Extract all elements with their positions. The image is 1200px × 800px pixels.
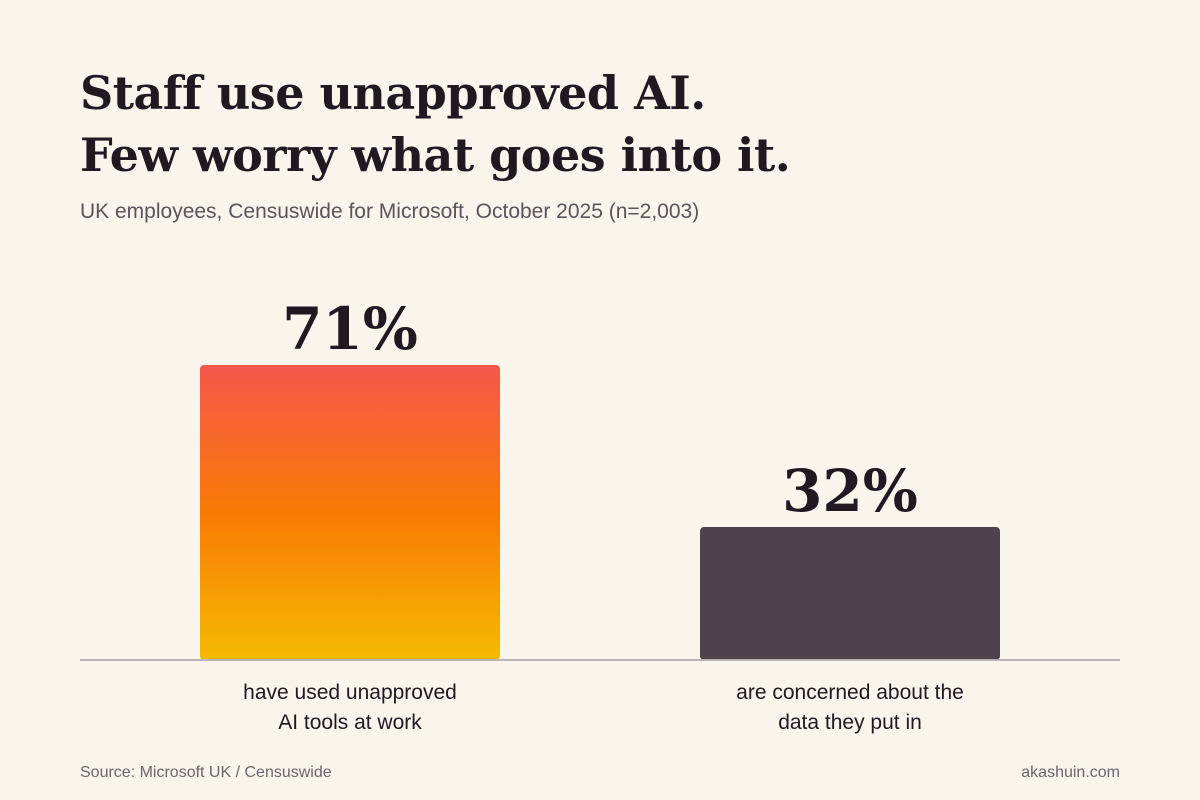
category-label-1-line-1: have used unapproved [243,681,457,704]
source-note: Source: Microsoft UK / Censuswide [80,764,332,781]
bar-1 [200,365,500,660]
category-label-1-line-2: AI tools at work [278,711,422,734]
category-label-2-line-2: data they put in [778,711,922,734]
chart-subtitle: UK employees, Censuswide for Microsoft, … [80,200,700,223]
bar-2 [700,527,1000,660]
category-label-2-line-1: are concerned about the [736,681,964,704]
chart-title: Staff use unapproved AI. Few worry what … [80,62,791,186]
value-label-1: 71% [282,295,418,363]
title-line-1: Staff use unapproved AI. [80,66,706,120]
title-line-2: Few worry what goes into it. [80,128,791,182]
credit-text: akashuin.com [1021,764,1120,781]
value-label-2: 32% [782,457,918,525]
